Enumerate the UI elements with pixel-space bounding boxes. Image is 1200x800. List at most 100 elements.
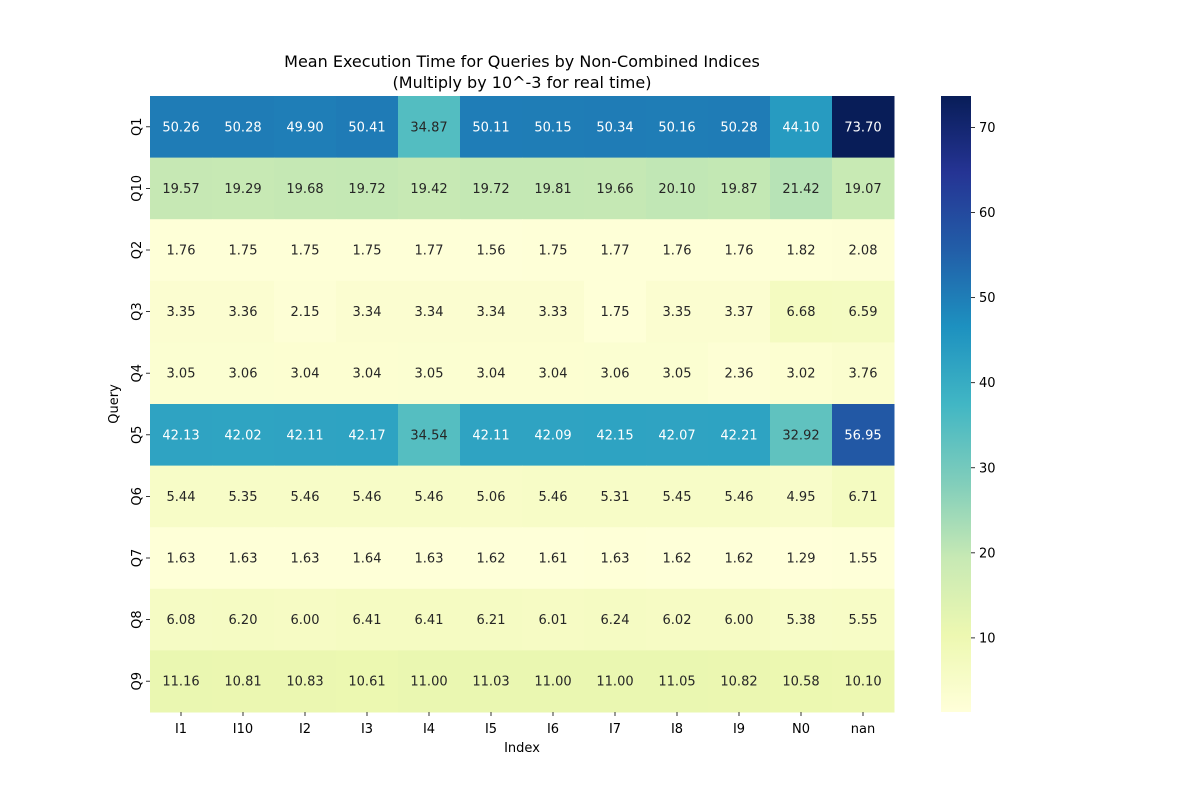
cell-value-label: 1.62 [477,552,506,567]
cell-value-label: 50.41 [348,120,385,135]
cell-value-label: 1.62 [725,552,754,567]
x-axis-ticks: I1 I10 I2 I3 I4 I5 I6 I7 I8 I9 N0 nan [175,712,875,737]
cell-value-label: 1.77 [601,244,630,259]
cell-value-label: 11.00 [410,675,447,690]
heatmap-cell-labels: 50.26 50.28 49.90 50.41 34.87 50.11 50.15 50.34… [162,120,881,689]
heatmap-cell [336,465,399,528]
heatmap-cell [460,157,523,220]
cell-value-label: 44.10 [782,120,819,135]
heatmap-cell [274,650,337,713]
heatmap-cell [460,219,523,282]
heatmap-cell [398,96,461,159]
heatmap-cell [398,465,461,528]
cell-value-label: 1.75 [539,244,568,259]
cell-value-label: 50.15 [534,120,571,135]
colorbar-gradient [941,96,971,712]
colorbar-tick-label: 40 [979,376,996,391]
heatmap-cell [336,588,399,651]
heatmap-cell [398,588,461,651]
heatmap-cell [212,527,275,590]
heatmap-cell [336,157,399,220]
heatmap-cell [584,650,647,713]
cell-value-label: 50.11 [472,120,509,135]
cell-value-label: 1.75 [601,305,630,320]
heatmap-cell [336,527,399,590]
cell-value-label: 3.34 [477,305,506,320]
x-tick-label: I10 [233,722,253,737]
cell-value-label: 1.82 [787,244,816,259]
cell-value-label: 1.75 [291,244,320,259]
heatmap-cell [150,527,213,590]
x-tick-label: I4 [423,722,435,737]
cell-value-label: 3.05 [415,367,444,382]
x-tick-label: N0 [792,722,810,737]
cell-value-label: 3.05 [167,367,196,382]
cell-value-label: 11.05 [658,675,695,690]
heatmap-cell [770,219,833,282]
cell-value-label: 3.06 [229,367,258,382]
cell-value-label: 5.55 [849,613,878,628]
x-axis-label: Index [504,741,540,756]
heatmap-cell [708,650,771,713]
heatmap-cell [584,527,647,590]
heatmap-cell [460,650,523,713]
y-tick-label: Q6 [130,487,145,506]
cell-value-label: 10.58 [782,675,819,690]
heatmap-cell [646,280,709,343]
cell-value-label: 6.59 [849,305,878,320]
x-tick-label: nan [851,722,875,737]
heatmap-cell [336,219,399,282]
heatmap-cell [646,465,709,528]
cell-value-label: 19.81 [534,182,571,197]
cell-value-label: 19.72 [472,182,509,197]
colorbar-tick-label: 10 [979,631,996,646]
heatmap-cell [522,157,585,220]
y-tick-label: Q9 [130,672,145,691]
cell-value-label: 5.46 [539,490,568,505]
cell-value-label: 11.03 [472,675,509,690]
cell-value-label: 3.37 [725,305,754,320]
cell-value-label: 3.34 [415,305,444,320]
cell-value-label: 6.01 [539,613,568,628]
cell-value-label: 42.11 [286,428,323,443]
heatmap-cell [522,219,585,282]
cell-value-label: 1.62 [663,552,692,567]
y-tick-label: Q8 [130,610,145,629]
heatmap-cell [150,342,213,405]
y-tick-label: Q2 [130,241,145,260]
y-tick-label: Q5 [130,426,145,445]
cell-value-label: 10.83 [286,675,323,690]
heatmap-cell [522,588,585,651]
heatmap-cell [646,588,709,651]
heatmap-cell [832,342,895,405]
heatmap-cell [584,219,647,282]
cell-value-label: 4.95 [787,490,816,505]
heatmap-cell [522,404,585,467]
heatmap-cell [274,465,337,528]
cell-value-label: 21.42 [782,182,819,197]
heatmap-cell [398,157,461,220]
cell-value-label: 5.46 [725,490,754,505]
cell-value-label: 49.90 [286,120,323,135]
heatmap-cell [274,280,337,343]
cell-value-label: 1.55 [849,552,878,567]
heatmap-cell [708,404,771,467]
heatmap-cell [584,404,647,467]
colorbar-tick-label: 20 [979,546,996,561]
cell-value-label: 3.35 [663,305,692,320]
colorbar-ticks: 10 20 30 40 50 60 70 [971,121,996,646]
heatmap-cell [770,527,833,590]
colorbar-tick-label: 30 [979,461,996,476]
heatmap-cell [460,465,523,528]
heatmap-cell [150,588,213,651]
heatmap-cell [212,342,275,405]
heatmap-cell [832,280,895,343]
heatmap-cell [212,465,275,528]
heatmap-cell [832,219,895,282]
y-tick-label: Q3 [130,302,145,321]
cell-value-label: 3.04 [353,367,382,382]
cell-value-label: 6.00 [291,613,320,628]
heatmap-cell [398,650,461,713]
heatmap-cell [770,404,833,467]
heatmap-cell [770,157,833,220]
